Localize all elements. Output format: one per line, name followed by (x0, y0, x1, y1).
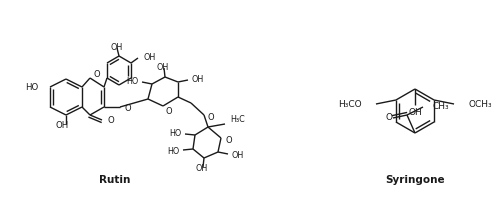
Text: HO: HO (169, 129, 181, 138)
Text: Syringone: Syringone (385, 174, 445, 184)
Text: O: O (207, 113, 214, 122)
Text: O: O (93, 70, 100, 79)
Text: OH: OH (196, 164, 208, 173)
Text: OH: OH (56, 121, 68, 130)
Text: O: O (226, 136, 232, 145)
Text: HO: HO (167, 147, 179, 156)
Text: O: O (165, 107, 172, 116)
Text: OCH₃: OCH₃ (468, 100, 491, 109)
Text: O: O (124, 104, 130, 113)
Text: HO: HO (126, 77, 138, 86)
Text: H₃CO: H₃CO (338, 100, 362, 109)
Text: OH: OH (408, 108, 422, 117)
Text: OH: OH (111, 43, 123, 52)
Text: HO: HO (25, 83, 38, 92)
Text: OH: OH (143, 53, 156, 62)
Text: Rutin: Rutin (100, 174, 130, 184)
Text: H₃C: H₃C (230, 115, 245, 124)
Text: OH: OH (157, 63, 169, 72)
Text: O: O (386, 113, 392, 122)
Text: OH: OH (232, 151, 244, 160)
Text: OH: OH (192, 75, 204, 84)
Text: O: O (107, 116, 114, 125)
Text: CH₃: CH₃ (433, 102, 450, 111)
